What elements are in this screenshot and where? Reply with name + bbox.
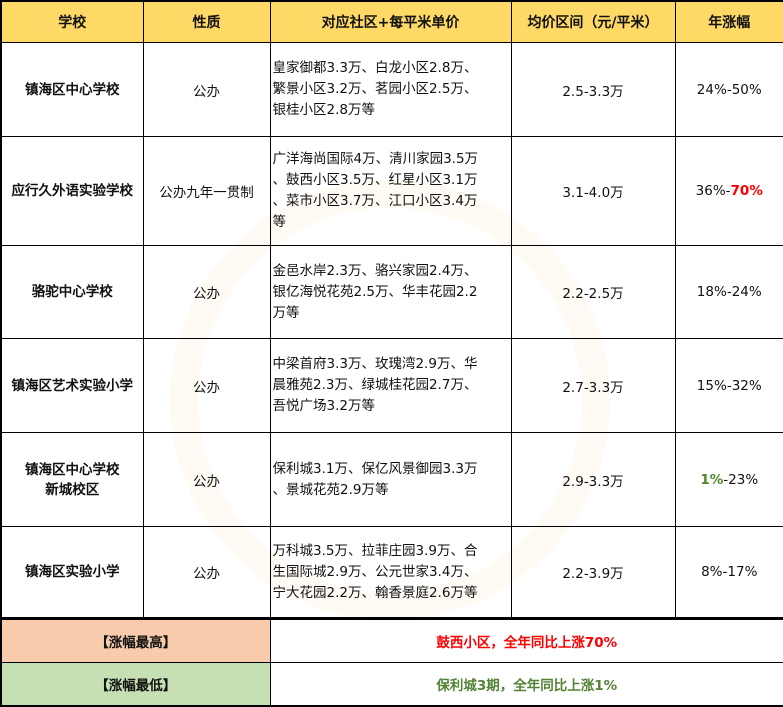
communities-cell: 万科城3.5万、拉菲庄园3.9万、合 生国际城2.9万、公元世家3.4万、 宁大花园… <box>269 526 512 620</box>
community-line: 吾悦广场3.2万等 <box>272 398 375 414</box>
growth-low: 15% <box>696 377 727 394</box>
school-name-line: 骆驼中心学校 <box>31 284 113 300</box>
community-line: 等 <box>272 214 287 230</box>
table-row: 镇海区中心学校 公办 皇家御都3.3万、白龙小区2.8万、 繁景小区3.2万、茗园… <box>0 42 783 137</box>
school-name-line: 应行久外语实验学校 <box>11 183 134 199</box>
school-name-line: 镇海区中心学校 <box>25 81 120 98</box>
school-name-line: 镇海区实验小学 <box>25 564 120 580</box>
type-cell: 公办 <box>142 245 271 339</box>
growth-low: 36% <box>695 183 726 199</box>
growth-separator: - <box>726 284 732 300</box>
lowest-value: 保利城3期，全年同比上涨1% <box>269 662 783 707</box>
growth-separator: - <box>723 471 729 488</box>
highest-value: 鼓西小区，全年同比上涨70% <box>269 618 783 663</box>
community-line: 、鼓西小区3.5万、红星小区3.1万 <box>272 172 478 188</box>
community-line: 保利城3.1万、保亿风景御园3.3万 <box>272 460 478 477</box>
header-school: 学校 <box>0 0 144 43</box>
growth-high: 23% <box>728 471 759 488</box>
lowest-label: 【涨幅最低】 <box>0 662 271 707</box>
growth-cell: 18%-24% <box>674 245 783 339</box>
growth-separator: - <box>726 81 732 98</box>
community-line: 生国际城2.9万、公元世家3.4万、 <box>272 563 478 580</box>
growth-high: 17% <box>727 564 758 580</box>
communities-cell: 皇家御都3.3万、白龙小区2.8万、 繁景小区3.2万、茗园小区2.5万、 银桂小区… <box>269 42 512 137</box>
growth-low: 18% <box>696 284 727 300</box>
header-communities: 对应社区+每平米单价 <box>269 0 512 43</box>
growth-low: 8% <box>701 564 723 580</box>
price-range-cell: 2.7-3.3万 <box>510 338 676 433</box>
highest-label: 【涨幅最高】 <box>0 618 271 663</box>
header-row: 学校 性质 对应社区+每平米单价 均价区间（元/平米） 年涨幅 <box>0 0 783 43</box>
growth-separator: - <box>725 183 731 199</box>
header-growth: 年涨幅 <box>674 0 783 43</box>
community-line: 繁景小区3.2万、茗园小区2.5万、 <box>272 81 478 97</box>
community-line: 万等 <box>272 304 300 321</box>
price-range-cell: 3.1-4.0万 <box>510 136 676 246</box>
growth-low: 1% <box>700 471 724 488</box>
header-type: 性质 <box>142 0 271 43</box>
growth-cell: 1%-23% <box>674 432 783 527</box>
community-line: 广洋海尚国际4万、清川家园3.5万 <box>272 151 479 167</box>
type-cell: 公办 <box>142 432 271 527</box>
price-range-cell: 2.9-3.3万 <box>510 432 676 527</box>
summary-row-highest: 【涨幅最高】 鼓西小区，全年同比上涨70% <box>0 618 783 663</box>
growth-high: 32% <box>731 377 762 394</box>
school-cell: 镇海区中心学校 <box>0 42 144 137</box>
growth-high: 70% <box>730 183 763 199</box>
school-cell: 应行久外语实验学校 <box>0 136 144 246</box>
school-name-line: 新城校区 <box>45 481 100 498</box>
price-range-cell: 2.5-3.3万 <box>510 42 676 137</box>
community-line: 、菜市小区3.7万、江口小区3.4万 <box>272 193 478 209</box>
table-row: 应行久外语实验学校 公办九年一贯制 广洋海尚国际4万、清川家园3.5万 、鼓西小区… <box>0 136 783 246</box>
growth-cell: 36%-70% <box>674 136 783 246</box>
type-cell: 公办 <box>142 526 271 620</box>
community-line: 银桂小区2.8万等 <box>272 102 375 118</box>
price-range-cell: 2.2-3.9万 <box>510 526 676 620</box>
growth-separator: - <box>722 564 728 580</box>
growth-cell: 24%-50% <box>674 42 783 137</box>
summary-row-lowest: 【涨幅最低】 保利城3期，全年同比上涨1% <box>0 662 783 707</box>
community-line: 银亿海悦花苑2.5万、华丰花园2.2 <box>272 283 478 300</box>
header-price-range: 均价区间（元/平米） <box>510 0 676 43</box>
growth-separator: - <box>726 377 732 394</box>
school-cell: 骆驼中心学校 <box>0 245 144 339</box>
type-cell: 公办九年一贯制 <box>142 136 271 246</box>
school-name-line: 镇海区中心学校 <box>25 461 120 478</box>
growth-high: 24% <box>731 284 762 300</box>
community-line: 金邑水岸2.3万、骆兴家园2.4万、 <box>272 262 478 279</box>
community-line: 、景城花苑2.9万等 <box>272 481 389 498</box>
communities-cell: 金邑水岸2.3万、骆兴家园2.4万、 银亿海悦花苑2.5万、华丰花园2.2 万等 <box>269 245 512 339</box>
community-line: 万科城3.5万、拉菲庄园3.9万、合 <box>272 542 478 559</box>
table-row: 镇海区实验小学 公办 万科城3.5万、拉菲庄园3.9万、合 生国际城2.9万、公元… <box>0 526 783 620</box>
community-line: 中梁首府3.3万、玫瑰湾2.9万、华 <box>272 356 478 372</box>
table-row: 骆驼中心学校 公办 金邑水岸2.3万、骆兴家园2.4万、 银亿海悦花苑2.5万、华… <box>0 245 783 339</box>
school-cell: 镇海区艺术实验小学 <box>0 338 144 433</box>
communities-cell: 中梁首府3.3万、玫瑰湾2.9万、华 晨雅苑2.3万、绿城桂花园2.7万、 吾悦广场… <box>269 338 512 433</box>
community-line: 宁大花园2.2万、翰香景庭2.6万等 <box>272 584 478 601</box>
type-cell: 公办 <box>142 42 271 137</box>
table-row: 镇海区中心学校 新城校区 公办 保利城3.1万、保亿风景御园3.3万 、景城花苑2.… <box>0 432 783 527</box>
growth-cell: 8%-17% <box>674 526 783 620</box>
community-line: 晨雅苑2.3万、绿城桂花园2.7万、 <box>272 377 478 393</box>
school-cell: 镇海区实验小学 <box>0 526 144 620</box>
price-range-cell: 2.2-2.5万 <box>510 245 676 339</box>
growth-low: 24% <box>696 81 727 98</box>
school-cell: 镇海区中心学校 新城校区 <box>0 432 144 527</box>
growth-high: 50% <box>731 81 762 98</box>
school-name-line: 镇海区艺术实验小学 <box>11 377 134 394</box>
table-row: 镇海区艺术实验小学 公办 中梁首府3.3万、玫瑰湾2.9万、华 晨雅苑2.3万、绿… <box>0 338 783 433</box>
communities-cell: 广洋海尚国际4万、清川家园3.5万 、鼓西小区3.5万、红星小区3.1万 、菜市小区… <box>269 136 512 246</box>
growth-cell: 15%-32% <box>674 338 783 433</box>
communities-cell: 保利城3.1万、保亿风景御园3.3万 、景城花苑2.9万等 <box>269 432 512 527</box>
type-cell: 公办 <box>142 338 271 433</box>
community-line: 皇家御都3.3万、白龙小区2.8万、 <box>272 60 478 76</box>
